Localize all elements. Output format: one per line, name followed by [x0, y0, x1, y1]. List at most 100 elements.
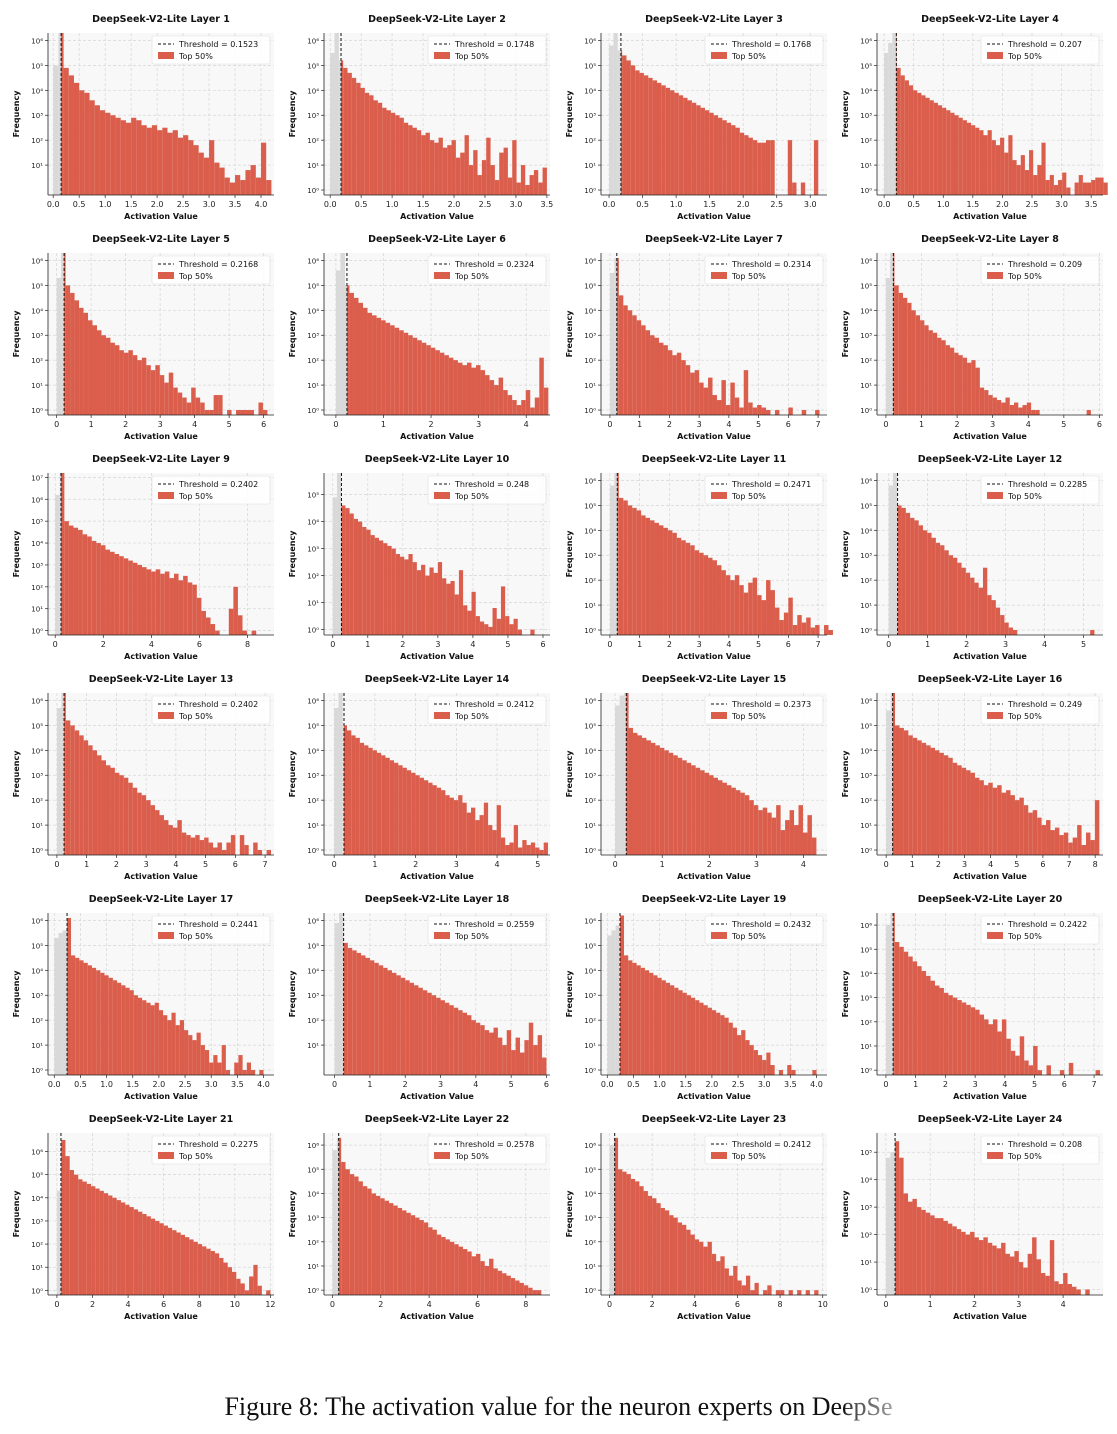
y-tick-label: 10⁴ [307, 87, 319, 95]
bin-bar-top50 [408, 554, 413, 635]
legend-top50-label: Top 50% [178, 272, 213, 281]
y-tick-label: 10⁰ [860, 407, 872, 415]
x-tick-label: 4 [427, 1300, 432, 1309]
bin-bar-top50 [657, 977, 662, 1075]
bin-bar-top50 [703, 555, 709, 635]
x-tick-label: 4.0 [810, 1080, 823, 1089]
bin-bar-top50 [1006, 1038, 1011, 1075]
bin-bar-top50 [1063, 1273, 1068, 1295]
bin-bar-top50 [463, 605, 468, 635]
bin-bar-top50 [785, 820, 790, 855]
y-tick-label: 10² [860, 1019, 872, 1027]
bin-bar-top50 [757, 405, 762, 415]
bin-bar-top50 [253, 1264, 258, 1295]
x-tick-label: 5 [756, 420, 761, 429]
y-tick-label: 10⁴ [31, 87, 43, 95]
legend-top50-swatch [434, 52, 450, 59]
bars [886, 693, 1100, 855]
legend-top50-swatch [434, 932, 450, 939]
bin-bar-top50 [345, 1169, 350, 1295]
bin-bar-top50 [105, 337, 111, 415]
bin-bar-top50 [908, 85, 914, 195]
bin-bar-top50 [1041, 825, 1047, 855]
bin-bar-top50 [761, 407, 767, 415]
x-tick-label: 1 [925, 640, 930, 649]
y-tick-label: 10² [584, 577, 596, 585]
y-axis-label: Frequency [565, 530, 574, 578]
y-tick-label: 10² [860, 797, 872, 805]
bin-bar-top50 [137, 792, 142, 855]
y-tick-label: 10⁶ [860, 257, 872, 265]
bin-bar-top50 [357, 521, 363, 635]
histogram-panel-16: 0 1 2 3 4 5 6 7 810⁰10¹10²10³10⁴10⁵10⁶DeepSeek-V… [841, 674, 1103, 881]
bin-bar-top50 [792, 182, 797, 195]
x-tick-label: 2 [101, 640, 106, 649]
bin-bar-top50 [988, 782, 993, 855]
x-tick-label: 5 [509, 1080, 514, 1089]
bin-bar-top50 [725, 405, 731, 415]
x-axis-label: Activation Value [400, 872, 474, 881]
bin-bar-top50 [626, 1174, 631, 1295]
y-tick-label: 10⁰ [860, 627, 872, 635]
x-tick-label: 0.0 [603, 200, 616, 209]
bin-bar-top50 [1018, 1262, 1024, 1295]
chart-title: DeepSeek-V2-Lite Layer 22 [365, 1114, 509, 1125]
bin-bar-top50 [374, 962, 379, 1075]
bin-bar-top50 [643, 75, 649, 195]
y-tick-label: 10⁴ [584, 307, 596, 315]
bin-bar-top50 [624, 955, 629, 1075]
bin-bar-top50 [406, 770, 412, 855]
bin-bar-top50 [240, 180, 246, 195]
histogram-grid: 0.0 0.5 1.0 1.5 2.0 2.5 3.0 3.5 4.010¹10²10³10⁴1… [12, 14, 1108, 1321]
x-tick-label: 3 [697, 640, 702, 649]
bin-bar-top50 [349, 1174, 355, 1295]
bin-bar-top50 [699, 1002, 704, 1075]
bin-bar-top50 [405, 980, 410, 1075]
y-tick-label: 10⁶ [31, 697, 43, 705]
y-tick-label: 10³ [860, 995, 872, 1003]
bin-bar-top50 [810, 627, 816, 635]
y-tick-label: 10¹ [860, 822, 872, 830]
bin-bar-below-threshold [340, 253, 345, 415]
bin-bar-below-threshold [342, 725, 345, 855]
bin-bar-top50 [422, 990, 428, 1075]
bin-bar-top50 [757, 1055, 763, 1075]
y-tick-label: 10⁵ [307, 942, 319, 950]
bin-bar-top50 [141, 795, 147, 855]
bin-bar-top50 [462, 1012, 468, 1075]
x-tick-label: 5 [505, 640, 510, 649]
y-tick-label: 10⁵ [860, 62, 872, 70]
x-tick-label: 6 [786, 420, 791, 429]
bin-bar-top50 [391, 972, 397, 1075]
bin-bar-top50 [366, 529, 371, 635]
chart-title: DeepSeek-V2-Lite Layer 15 [642, 674, 786, 685]
legend-top50-label: Top 50% [731, 272, 766, 281]
bin-bar-top50 [142, 1000, 147, 1075]
bin-bar-top50 [128, 350, 133, 415]
legend-box [151, 475, 271, 505]
bin-bar-top50 [943, 755, 949, 855]
y-tick-label: 10⁴ [860, 747, 872, 755]
bin-bar-top50 [105, 112, 111, 195]
bin-bar-top50 [193, 145, 199, 195]
bin-bar-top50 [787, 1065, 792, 1075]
histogram-panel-18: 0 1 2 3 4 5 610¹10²10³10⁴10⁵10⁶DeepSeek-V2-Lit… [288, 894, 550, 1101]
bin-bar-top50 [917, 92, 922, 195]
bin-bar-top50 [915, 315, 921, 415]
bin-bar-top50 [971, 360, 976, 415]
histogram-panel-10: 0 1 2 3 4 5 610⁰10¹10²10³10⁴10⁵DeepSeek-V2-Lit… [288, 454, 550, 661]
bin-bar-top50 [1012, 630, 1018, 635]
x-tick-label: 5 [1014, 860, 1019, 869]
y-tick-label: 10⁵ [31, 722, 43, 730]
y-tick-label: 10⁵ [31, 282, 43, 290]
bin-bar-top50 [114, 554, 120, 635]
bin-bar-top50 [65, 720, 71, 855]
legend-threshold-label: Threshold = 0.2412 [731, 1140, 811, 1149]
bin-bar-top50 [185, 1237, 190, 1295]
bin-bar-below-threshold [609, 45, 614, 195]
x-tick-label: 2.5 [177, 200, 190, 209]
bin-bar-top50 [1063, 832, 1069, 855]
bin-bar-below-threshold [890, 1152, 895, 1295]
bin-bar-top50 [436, 1234, 442, 1295]
x-tick-label: 1 [89, 420, 94, 429]
